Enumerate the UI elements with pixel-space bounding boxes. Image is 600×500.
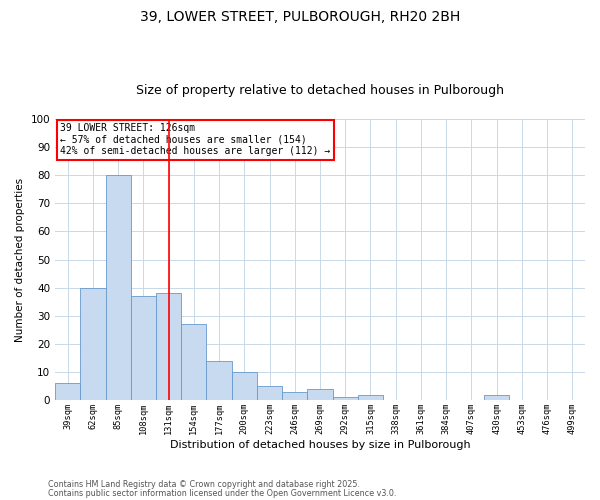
Bar [358,394,383,400]
Bar [106,175,131,400]
Text: Contains public sector information licensed under the Open Government Licence v3: Contains public sector information licen… [48,489,397,498]
Bar [206,361,232,400]
Text: 39 LOWER STREET: 126sqm
← 57% of detached houses are smaller (154)
42% of semi-d: 39 LOWER STREET: 126sqm ← 57% of detache… [61,123,331,156]
Bar [484,394,509,400]
Title: Size of property relative to detached houses in Pulborough: Size of property relative to detached ho… [136,84,504,97]
Bar [282,392,307,400]
Bar [131,296,156,400]
Bar [181,324,206,400]
Bar [307,389,332,400]
Y-axis label: Number of detached properties: Number of detached properties [15,178,25,342]
Bar [80,288,106,400]
Text: Contains HM Land Registry data © Crown copyright and database right 2025.: Contains HM Land Registry data © Crown c… [48,480,360,489]
Bar [332,398,358,400]
Bar [156,294,181,400]
Text: 39, LOWER STREET, PULBOROUGH, RH20 2BH: 39, LOWER STREET, PULBOROUGH, RH20 2BH [140,10,460,24]
Bar [232,372,257,400]
Bar [257,386,282,400]
Bar [55,384,80,400]
X-axis label: Distribution of detached houses by size in Pulborough: Distribution of detached houses by size … [170,440,470,450]
